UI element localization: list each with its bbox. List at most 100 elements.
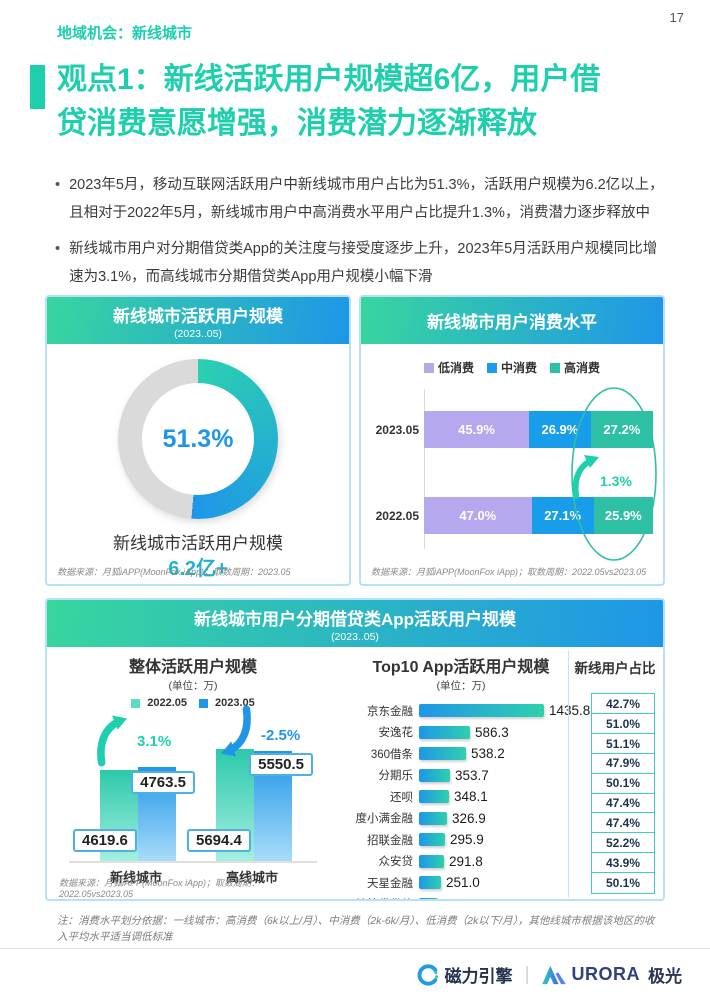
- segment-label: 26.9%: [541, 422, 579, 437]
- share-value-box: 43.9%: [591, 852, 655, 874]
- y-axis-line: [424, 389, 425, 549]
- page-number: 17: [669, 10, 684, 25]
- delta-label: 1.3%: [600, 473, 632, 489]
- column-divider: [567, 651, 569, 897]
- share-value-box: 52.2%: [591, 832, 655, 854]
- source-note: 数据来源：月狐iAPP(MoonFox iApp)；取数周期：2022.05vs…: [59, 878, 261, 899]
- bullet-dot: •: [55, 241, 61, 258]
- legend-label: 中消费: [500, 361, 537, 375]
- share-value-box: 47.9%: [591, 752, 655, 775]
- top10-row: 还呗 348.1: [341, 786, 581, 808]
- app-bar: [419, 854, 444, 868]
- section-eyebrow: 地域机会：新线城市: [57, 25, 193, 42]
- donut-hole: 51.3%: [142, 383, 254, 495]
- app-bar: [419, 833, 445, 847]
- bar-segment-high: 27.2%: [590, 411, 653, 448]
- consumption-legend: 低消费 中消费 高消费: [361, 359, 663, 376]
- app-name: 安逸花: [378, 727, 414, 740]
- bar-segment-low: 47.0%: [424, 497, 532, 534]
- segment-label: 45.9%: [458, 422, 495, 437]
- donut-value: 6.2亿+: [47, 552, 349, 581]
- app-bar: [419, 704, 544, 718]
- legend-item-high: 高消费: [550, 359, 600, 376]
- bar-row-2022: 2022.05 47.0% 27.1% 25.9%: [371, 497, 653, 534]
- legend-item-mid: 中消费: [486, 359, 537, 376]
- bar-row-2023: 2023.05 45.9% 26.9% 27.2%: [371, 411, 653, 448]
- donut-center-label: 51.3%: [162, 424, 234, 453]
- app-value: 1435.8: [549, 703, 591, 719]
- share-value-box: 51.0%: [591, 712, 655, 735]
- bar-segment-low: 45.9%: [424, 411, 530, 448]
- brand-magnet-engine: 磁力引擎: [417, 962, 513, 987]
- stacked-bar: 47.0% 27.1% 25.9%: [424, 497, 653, 534]
- brand-lockup: 磁力引擎 | URORA 极光: [417, 962, 682, 987]
- page-title-line1: 观点1：新线活跃用户规模超6亿，用户借: [57, 63, 601, 96]
- top10-chart: Top10 App活跃用户规模 (单位：万) 京东金融 1435.8 安逸花 586…: [341, 653, 590, 899]
- headline-block: 观点1：新线活跃用户规模超6亿，用户借 贷消费意愿增强，消费潜力逐渐释放: [30, 58, 670, 146]
- panel-title: 新线城市活跃用户规模: [113, 306, 283, 326]
- app-value: 295.9: [450, 832, 484, 848]
- donut-caption: 新线城市活跃用户规模: [113, 534, 283, 553]
- value-box: 4763.5: [131, 771, 195, 794]
- panel-header: 新线城市用户消费水平: [361, 297, 663, 344]
- legend-label: 高消费: [564, 361, 601, 375]
- category-label: 高线城市: [225, 870, 278, 885]
- stacked-bar: 45.9% 26.9% 27.2%: [424, 411, 653, 448]
- app-name: 招联金融: [367, 834, 413, 847]
- purple-swatch-icon: [423, 362, 434, 373]
- bullet-text: 新线城市用户对分期借贷类App的关注度与接受度逐步上升，2023年5月活跃用户规…: [69, 241, 658, 285]
- blue-swatch-icon: [199, 698, 208, 708]
- top10-row: 安逸花 586.3: [341, 722, 581, 744]
- source-note: 数据来源：月狐iAPP(MoonFox iApp)；取数周期：2022.05vs…: [371, 567, 647, 577]
- segment-label: 47.0%: [459, 508, 497, 523]
- bar-group-newline: 3.1% 4763.5 4619.6: [73, 713, 195, 861]
- change-label: -2.5%: [261, 727, 301, 744]
- panel-active-users: 新线城市活跃用户规模 (2023..05) 51.3% 新线城市活跃用户规模 6…: [45, 295, 351, 586]
- app-value: 538.2: [471, 746, 505, 762]
- value-box: 4619.6: [73, 829, 137, 852]
- app-bar: [419, 725, 470, 739]
- bar-segment-mid: 26.9%: [529, 411, 591, 448]
- app-name: 还呗: [390, 791, 413, 804]
- category-label: 新线城市: [109, 870, 162, 885]
- app-bar: [419, 790, 449, 804]
- top10-rows: 京东金融 1435.8 安逸花 586.3 360借条 538.2 分期乐 353.7 …: [341, 700, 590, 899]
- app-name: 京东金融: [367, 705, 413, 718]
- app-bar: [419, 811, 447, 825]
- increase-arrow-icon: [97, 715, 128, 767]
- donut-chart: 51.3%: [118, 359, 278, 519]
- share-value-box: 47.4%: [591, 812, 655, 834]
- change-label: 3.1%: [137, 733, 172, 750]
- bar-segment-mid: 27.1%: [531, 497, 594, 534]
- top10-row: 拍拍贷借款 217.1: [341, 894, 581, 899]
- app-name: 拍拍贷借款: [341, 896, 413, 899]
- chart-unit: (单位：万): [436, 680, 486, 692]
- brand-aurora: URORA 极光: [541, 962, 682, 987]
- app-bar: [419, 747, 466, 761]
- segment-label: 25.9%: [604, 508, 642, 523]
- increase-arrow-icon: [572, 455, 599, 499]
- magnet-engine-icon: [417, 963, 438, 986]
- decrease-arrow-icon: [220, 705, 251, 757]
- blue-swatch-icon: [486, 362, 497, 373]
- brand-separator: |: [524, 963, 530, 985]
- top10-row: 招联金融 295.9: [341, 829, 581, 851]
- chart-legend: 2022.05 2023.05: [57, 697, 329, 709]
- app-value: 251.0: [446, 875, 480, 891]
- charts-row: 新线城市活跃用户规模 (2023..05) 51.3% 新线城市活跃用户规模 6…: [45, 295, 665, 586]
- overall-users-chart: 整体活跃用户规模 (单位：万) 2022.05 2023.05 3.1%: [57, 653, 329, 899]
- page-title-line2: 贷消费意愿增强，消费潜力逐渐释放: [57, 107, 537, 141]
- share-value-box: 51.1%: [591, 732, 655, 755]
- app-name: 360借条: [370, 748, 413, 761]
- row-label: 2022.05: [375, 508, 419, 523]
- legend-item-low: 低消费: [423, 359, 474, 376]
- app-value: 326.9: [452, 810, 486, 826]
- bar-segment-high: 25.9%: [593, 497, 653, 534]
- bullet-item: • 2023年5月，移动互联网活跃用户中新线城市用户占比为51.3%，活跃用户规模…: [55, 172, 667, 227]
- panel-subtitle: (2023..05): [331, 630, 379, 643]
- app-value: 353.7: [455, 767, 489, 783]
- share-column: 新线用户占比 42.7% 51.0% 51.1% 47.9% 50.1% 47.…: [573, 653, 657, 894]
- share-column-header: 新线用户占比: [574, 661, 656, 676]
- page-title: 观点1：新线活跃用户规模超6亿，用户借 贷消费意愿增强，消费潜力逐渐释放: [57, 58, 657, 146]
- share-value-box: 42.7%: [591, 693, 655, 715]
